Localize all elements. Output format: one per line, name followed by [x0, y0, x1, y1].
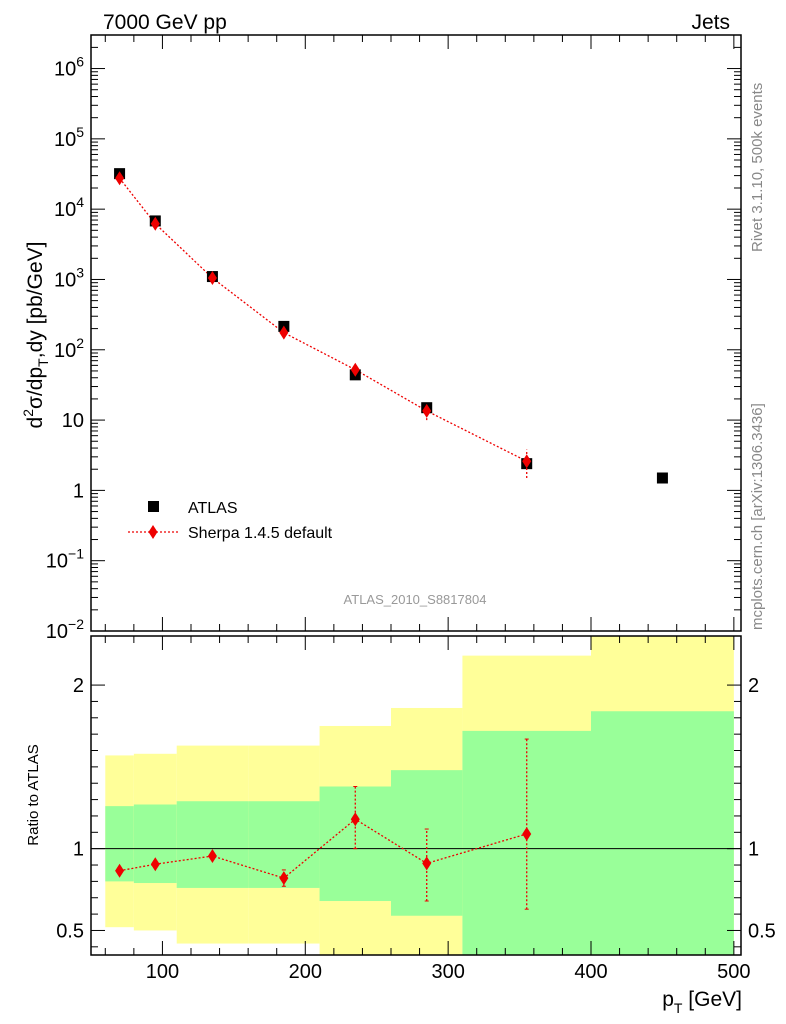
main-frame — [90, 34, 742, 632]
x-axis-label-text: pT [GeV] — [662, 988, 742, 1016]
ratio-x-tick-label: 200 — [289, 961, 322, 983]
sherpa-point — [150, 216, 160, 231]
main-y-tick-label: 106 — [54, 54, 84, 81]
ratio-y-axis-label: Ratio to ATLAS — [25, 744, 42, 845]
x-axis-label: pT [GeV] — [662, 988, 742, 1016]
sherpa-point — [207, 270, 217, 285]
ratio-data-layer — [115, 738, 532, 910]
header-left-label: 7000 GeV pp — [103, 11, 227, 34]
main-y-tick-label: 105 — [54, 124, 84, 151]
ratio-sherpa-point — [522, 826, 532, 841]
main-y-tick-label: 103 — [54, 264, 84, 291]
main-y-label-text: d2σ/dpT,dy [pb/GeV] — [20, 242, 51, 429]
atlas-point — [656, 472, 668, 484]
main-y-axis-label: d2σ/dpT,dy [pb/GeV] — [20, 242, 51, 429]
legend-sherpa-label: Sherpa 1.4.5 default — [188, 525, 333, 542]
legend: ATLAS Sherpa 1.4.5 default — [128, 500, 333, 542]
legend-atlas-label: ATLAS — [188, 500, 238, 517]
ratio-y-tick-label-right: 0.5 — [748, 920, 776, 942]
sherpa-point — [422, 403, 432, 418]
sherpa-point — [350, 362, 360, 377]
ratio-x-tick-label: 100 — [146, 961, 179, 983]
ratio-sherpa-point — [350, 812, 360, 827]
ratio-axis-ticks: 0.5 0.5 1 1 2 2 100 200 300 400 500 — [56, 636, 776, 983]
ratio-sherpa-point — [422, 856, 432, 871]
ratio-sherpa-point — [150, 857, 160, 872]
ratio-sherpa-point — [279, 871, 289, 886]
sherpa-line — [119, 177, 528, 462]
main-y-tick-label: 10−2 — [46, 616, 84, 643]
ratio-sherpa-point — [115, 863, 125, 878]
header-right-label: Jets — [691, 11, 730, 34]
ratio-uncertainty-bands — [105, 636, 734, 955]
ratio-inner-band — [391, 770, 463, 916]
ratio-sherpa-point — [207, 849, 217, 864]
ratio-y-tick-label-right: 1 — [748, 839, 759, 861]
main-y-tick-label: 10 — [62, 410, 84, 432]
main-y-tick-label: 104 — [54, 194, 84, 221]
ratio-x-tick-label: 500 — [717, 961, 750, 983]
analysis-label: ATLAS_2010_S8817804 — [344, 592, 487, 607]
ratio-y-tick-label: 1 — [73, 839, 84, 861]
mcplots-label: mcplots.cern.ch [arXiv:1306.3436] — [749, 403, 766, 630]
main-y-tick-label: 10−1 — [46, 546, 84, 573]
ratio-frame — [90, 635, 742, 956]
ratio-y-tick-label: 2 — [73, 675, 84, 697]
ratio-inner-band — [176, 801, 249, 888]
ratio-panel: 0.5 0.5 1 1 2 2 100 200 300 400 500 Ratio to ATLAS… — [25, 635, 776, 1016]
ratio-inner-band — [591, 711, 734, 955]
main-y-tick-label: 1 — [73, 480, 84, 502]
main-y-tick-label: 102 — [54, 335, 84, 362]
legend-sherpa-marker — [148, 525, 158, 539]
sherpa-point — [279, 325, 289, 340]
rivet-version-label: Rivet 3.1.10, 500k events — [749, 83, 766, 252]
ratio-y-tick-label-right: 2 — [748, 675, 759, 697]
ratio-inner-band — [133, 804, 177, 884]
ratio-x-tick-label: 400 — [574, 961, 607, 983]
ratio-y-tick-label: 0.5 — [56, 920, 84, 942]
sherpa-point — [115, 171, 125, 186]
ratio-x-tick-label: 300 — [431, 961, 464, 983]
legend-atlas-marker — [148, 501, 159, 512]
sherpa-point — [522, 454, 532, 469]
main-data-layer — [114, 168, 668, 484]
